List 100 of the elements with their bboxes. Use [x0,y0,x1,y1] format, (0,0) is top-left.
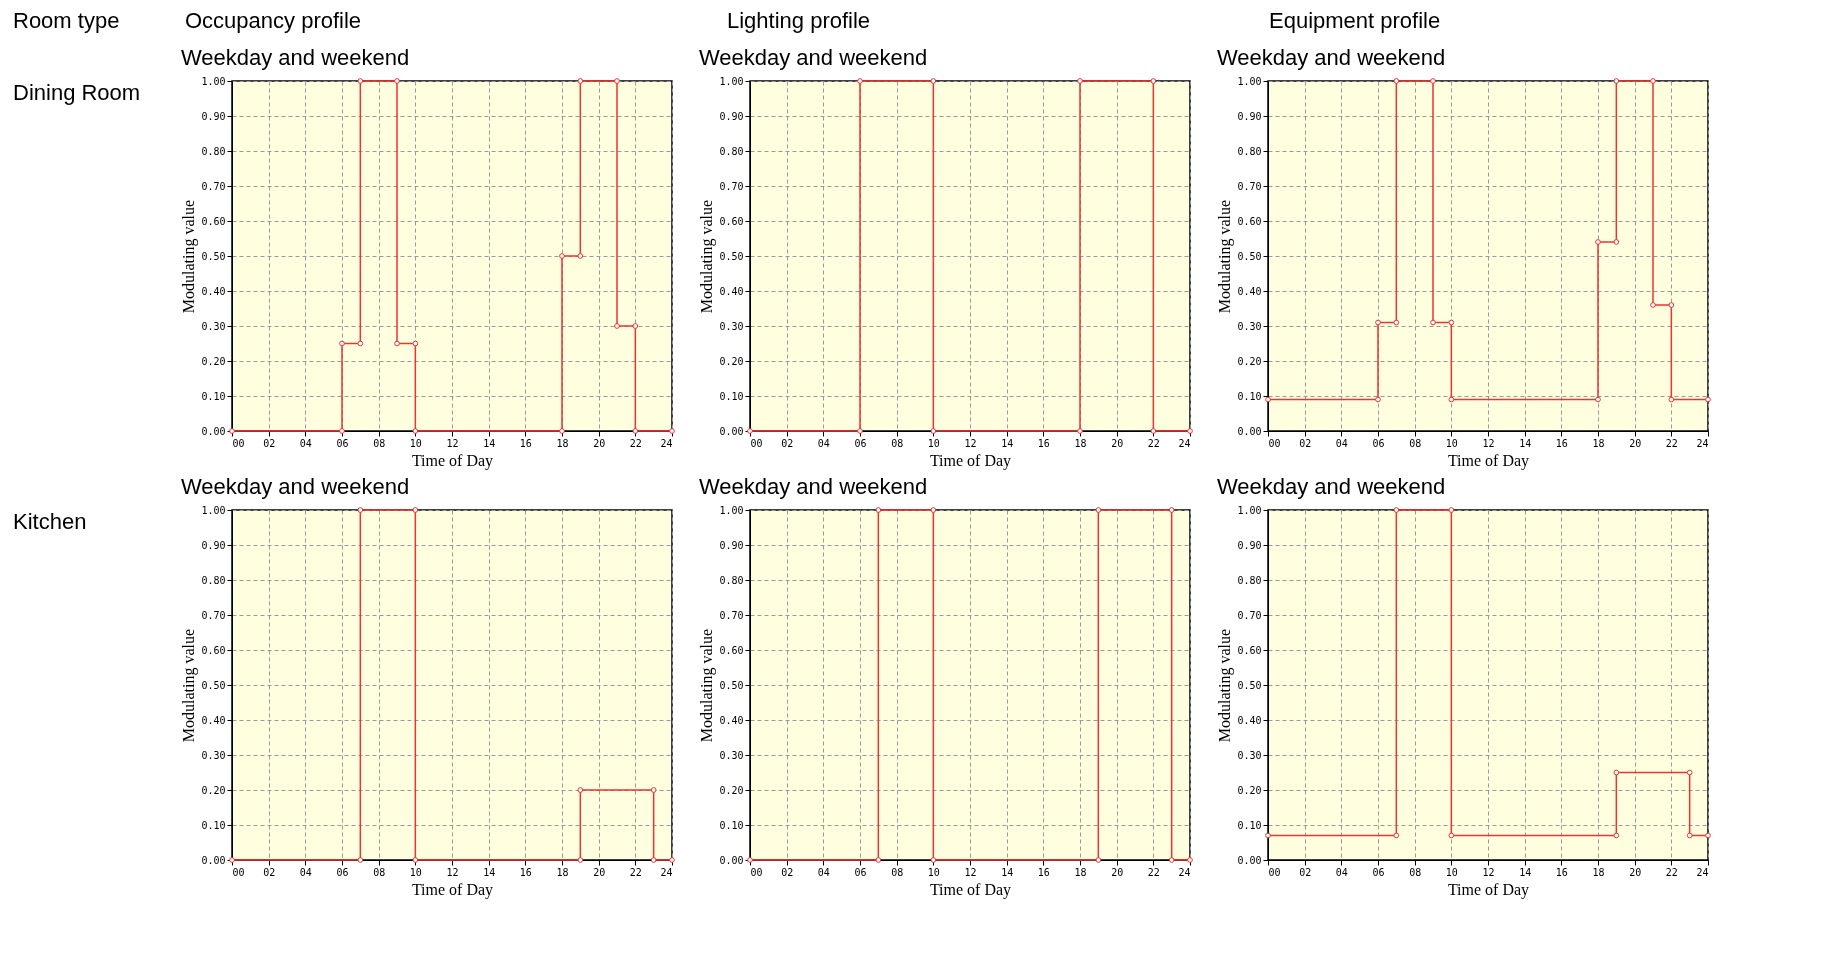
x-tick-label: 08 [1409,437,1422,449]
y-tick-label: 0.50 [1237,679,1262,691]
point [1393,507,1400,513]
x-tick-label: 10 [927,437,940,449]
x-tick-label: 16 [519,866,532,878]
y-axis-title: Modulating value [698,199,717,314]
point [1448,396,1455,403]
x-tick-label: 22 [1665,437,1678,449]
point [394,340,400,347]
x-tick-label: 06 [1372,866,1385,878]
point [1448,832,1455,839]
y-tick-label: 0.20 [201,355,226,367]
y-tick-label: 0.40 [201,285,226,297]
text: Room type [13,8,120,33]
x-tick-label: 06 [1372,437,1385,449]
y-axis-title: Modulating value [1216,628,1235,743]
x-tick-label: 12 [1482,437,1495,449]
x-tick-label: 22 [629,866,642,878]
x-tick-label: 06 [854,866,867,878]
text: Kitchen [13,509,87,534]
x-tick-label: 10 [409,437,422,449]
y-tick-label: 0.10 [719,819,744,831]
text: Equipment profile [1269,8,1441,33]
y-tick-label: 1.00 [1237,75,1262,87]
x-tick-label: 12 [964,437,977,449]
y-tick-label: 0.90 [719,539,744,551]
y-tick-label: 0.90 [201,539,226,551]
x-tick-label: 18 [1074,866,1087,878]
chart-title: Weekday and weekend [698,474,928,499]
y-tick-label: 0.10 [201,819,226,831]
y-tick-label: 0.50 [201,250,226,262]
point [1375,319,1381,326]
y-tick-label: 0.90 [719,110,744,122]
y-tick-label: 0.00 [1237,854,1262,866]
x-tick-label: 04 [817,866,830,878]
y-tick-label: 0.80 [201,145,226,157]
x-tick-label: 20 [1111,437,1124,449]
text: Dining Room [13,80,141,105]
point [357,340,364,347]
x-tick-label: 20 [1629,866,1642,878]
x-tick-label: 18 [556,866,569,878]
y-tick-label: 1.00 [1237,504,1262,516]
x-tick-label: 16 [1037,866,1050,878]
x-tick-label: 20 [1111,866,1124,878]
x-tick-label: 14 [483,437,496,449]
point [1650,78,1656,84]
point [1613,769,1620,776]
x-tick-label: 18 [1592,866,1605,878]
x-tick-label: 24 [1178,866,1191,878]
point [1613,832,1620,839]
x-tick-label: 10 [409,866,422,878]
y-tick-label: 0.40 [1237,285,1262,297]
point [577,857,584,863]
y-tick-label: 0.40 [719,714,744,726]
y-tick-label: 0.50 [719,679,744,691]
x-tick-label: 04 [1335,866,1348,878]
x-tick-label: 24 [1696,437,1709,449]
x-axis-title: Time of Day [1447,880,1530,899]
point [1595,239,1601,245]
y-tick-label: 0.80 [1237,145,1262,157]
x-tick-label: 06 [336,437,349,449]
y-tick-label: 0.70 [719,609,744,621]
x-tick-label: 12 [446,437,459,449]
x-tick-label: 14 [1001,437,1014,449]
x-axis-title: Time of Day [929,880,1012,899]
x-tick-label: 14 [1519,866,1532,878]
y-tick-label: 0.20 [1237,784,1262,796]
y-tick-label: 0.20 [719,355,744,367]
y-tick-label: 0.60 [1237,644,1262,656]
y-tick-label: 0.80 [201,574,226,586]
y-tick-label: 0.30 [201,749,226,761]
x-tick-label: 14 [1519,437,1532,449]
point [1650,302,1656,308]
y-tick-label: 0.30 [719,320,744,332]
point [394,78,400,84]
x-tick-label: 08 [891,866,904,878]
y-tick-label: 0.30 [1237,320,1262,332]
x-tick-label: 22 [629,437,642,449]
point [1705,832,1711,839]
x-tick-label: 04 [299,866,312,878]
chart-title: Weekday and weekend [698,45,928,70]
point [1448,507,1455,513]
x-tick-label: 20 [593,437,606,449]
x-tick-label: 24 [660,437,673,449]
y-tick-label: 0.60 [719,644,744,656]
x-tick-label: 12 [1482,866,1495,878]
x-tick-label: 04 [299,437,312,449]
y-tick-label: 1.00 [201,75,226,87]
point [1375,396,1381,403]
point [1265,832,1271,839]
x-tick-label: 10 [1445,437,1458,449]
y-tick-label: 0.00 [201,425,226,437]
chart-title: Weekday and weekend [180,474,410,499]
point [412,340,419,347]
chart-title: Weekday and weekend [180,45,410,70]
x-tick-label: 00 [750,437,763,449]
x-tick-label: 18 [556,437,569,449]
x-tick-label: 10 [927,866,940,878]
x-tick-label: 08 [373,437,386,449]
x-tick-label: 12 [446,866,459,878]
